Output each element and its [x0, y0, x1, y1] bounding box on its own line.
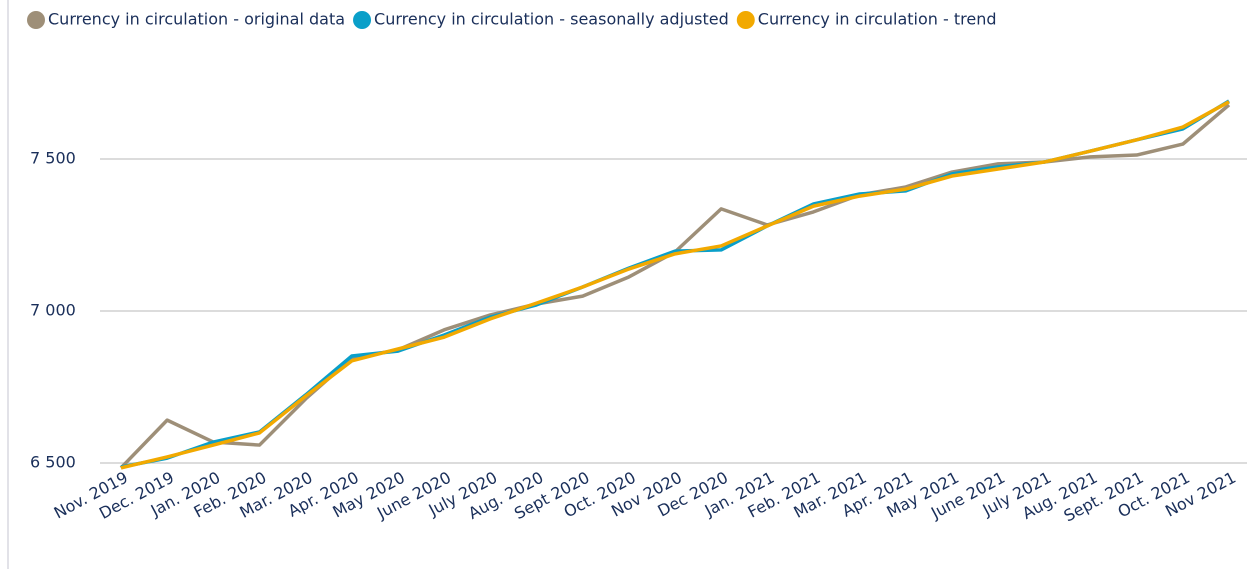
- y-tick-label: 7 500: [30, 149, 76, 168]
- legend-swatch: [27, 11, 45, 29]
- legend-swatch: [353, 11, 372, 29]
- legend-label: Currency in circulation - original data: [48, 10, 345, 29]
- series-line: [120, 100, 1230, 470]
- y-tick-label: 6 500: [30, 453, 76, 472]
- legend-swatch: [736, 11, 755, 29]
- legend-label: Currency in circulation - trend: [758, 10, 997, 29]
- y-tick-label: 7 000: [30, 301, 76, 320]
- legend-label: Currency in circulation - seasonally adj…: [374, 10, 729, 29]
